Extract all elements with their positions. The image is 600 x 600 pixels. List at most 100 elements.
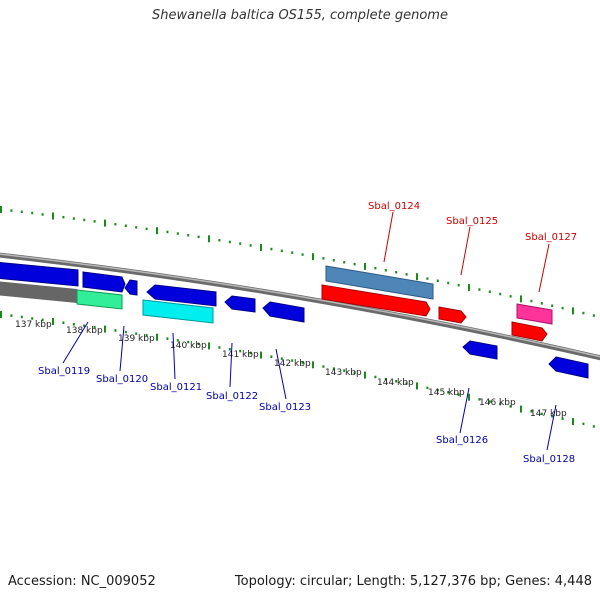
cds-block[interactable] — [82, 271, 126, 293]
scale-major-tick — [416, 273, 418, 281]
scale-label: 137 kbp — [15, 320, 52, 330]
cds-block[interactable] — [146, 284, 217, 307]
leader-line — [460, 226, 471, 276]
scale-major-tick — [468, 284, 470, 292]
scale-minor-tick — [551, 304, 554, 307]
scale-minor-tick — [218, 239, 221, 242]
cds-block[interactable] — [224, 295, 256, 313]
scale-minor-tick — [114, 223, 117, 226]
scale-minor-tick — [582, 311, 585, 315]
gene-label-sbal-0127[interactable]: Sbal_0127 — [525, 232, 577, 243]
scale-minor-tick — [488, 290, 491, 293]
cds-block[interactable] — [462, 340, 498, 360]
scale-minor-tick — [499, 402, 502, 406]
gene-label-sbal-0124[interactable]: Sbal_0124 — [368, 201, 420, 212]
scale-minor-tick — [176, 339, 179, 342]
cds-block[interactable] — [262, 301, 305, 323]
leader-line — [459, 387, 470, 434]
cds-block[interactable] — [124, 279, 138, 296]
scale-major-tick — [104, 325, 106, 333]
scale-minor-tick — [457, 283, 460, 287]
gene-label-sbal-0122[interactable]: Sbal_0122 — [206, 391, 258, 402]
scale-minor-tick — [426, 386, 429, 390]
scale-minor-tick — [488, 400, 491, 403]
scale-minor-tick — [374, 375, 377, 379]
outer-dotted-ring — [0, 206, 595, 317]
scale-minor-tick — [83, 324, 86, 327]
gene-label-sbal-0126[interactable]: Sbal_0126 — [436, 435, 488, 446]
scale-major-tick — [260, 351, 262, 359]
scale-minor-tick — [478, 398, 481, 401]
scale-minor-tick — [592, 314, 595, 317]
scale-minor-tick — [93, 326, 96, 329]
genome-backbone — [0, 252, 600, 361]
scale-minor-tick — [353, 371, 356, 374]
gene-label-sbal-0120[interactable]: Sbal_0120 — [96, 374, 148, 385]
scale-major-tick — [156, 227, 158, 235]
cds-block-forward[interactable] — [516, 303, 553, 325]
scale-minor-tick — [145, 227, 148, 231]
scale-minor-tick — [540, 302, 543, 305]
rna-block[interactable] — [142, 299, 214, 324]
gene-label-sbal-0119[interactable]: Sbal_0119 — [38, 366, 90, 377]
gene-label-sbal-0121[interactable]: Sbal_0121 — [150, 382, 202, 393]
scale-major-tick — [520, 295, 522, 303]
cds-block-forward[interactable] — [321, 284, 431, 317]
rna-block[interactable] — [76, 289, 123, 310]
scale-minor-tick — [561, 306, 564, 310]
scale-major-tick — [572, 418, 574, 426]
scale-minor-tick — [384, 269, 387, 272]
scale-major-tick — [416, 382, 418, 390]
scale-minor-tick — [72, 323, 75, 326]
leader-lines — [62, 211, 557, 451]
scale-minor-tick — [114, 329, 117, 332]
region-block-grey — [0, 281, 77, 303]
scale-minor-tick — [436, 279, 439, 282]
scale-minor-tick — [447, 281, 450, 285]
scale-minor-tick — [10, 209, 13, 212]
scale-minor-tick — [301, 253, 304, 256]
cds-block-forward[interactable] — [438, 306, 467, 324]
scale-minor-tick — [395, 271, 398, 274]
leader-line — [383, 211, 394, 263]
scale-label: 145 kbp — [428, 388, 465, 398]
scale-label: 146 kbp — [479, 398, 516, 408]
map-title: Shewanella baltica OS155, complete genom… — [152, 8, 448, 23]
gene-label-sbal-0125[interactable]: Sbal_0125 — [446, 216, 498, 227]
cds-block-forward[interactable] — [511, 321, 548, 342]
cds-block[interactable] — [0, 261, 79, 287]
scale-minor-tick — [135, 226, 138, 229]
scale-minor-tick — [280, 357, 283, 360]
scale-minor-tick — [239, 242, 242, 245]
scale-minor-tick — [343, 369, 346, 372]
cds-block[interactable] — [548, 356, 589, 379]
scale-minor-tick — [270, 355, 273, 358]
scale-minor-tick — [447, 391, 450, 394]
scale-major-tick — [260, 244, 262, 251]
scale-minor-tick — [343, 261, 346, 264]
scale-minor-tick — [218, 346, 221, 349]
scale-minor-tick — [436, 388, 439, 392]
scale-minor-tick — [249, 351, 252, 355]
scale-minor-tick — [62, 215, 65, 219]
scale-major-tick — [520, 405, 522, 413]
gene-label-sbal-0128[interactable]: Sbal_0128 — [523, 454, 575, 465]
scale-minor-tick — [301, 361, 304, 364]
scale-major-tick — [104, 219, 106, 227]
scale-minor-tick — [457, 393, 460, 396]
scale-minor-tick — [124, 330, 127, 334]
scale-label: 143 kbp — [325, 368, 362, 378]
scale-minor-tick — [83, 218, 86, 222]
accession-text: Accession: NC_009052 — [8, 574, 156, 589]
scale-minor-tick — [197, 235, 200, 239]
scale-minor-tick — [228, 348, 231, 351]
scale-minor-tick — [582, 422, 585, 426]
scale-minor-tick — [405, 273, 408, 276]
scale-minor-tick — [20, 210, 23, 213]
scale-label: 138 kbp — [66, 326, 103, 336]
leader-line — [172, 332, 176, 380]
cds-block-forward[interactable] — [325, 265, 434, 300]
gene-label-sbal-0123[interactable]: Sbal_0123 — [259, 402, 311, 413]
